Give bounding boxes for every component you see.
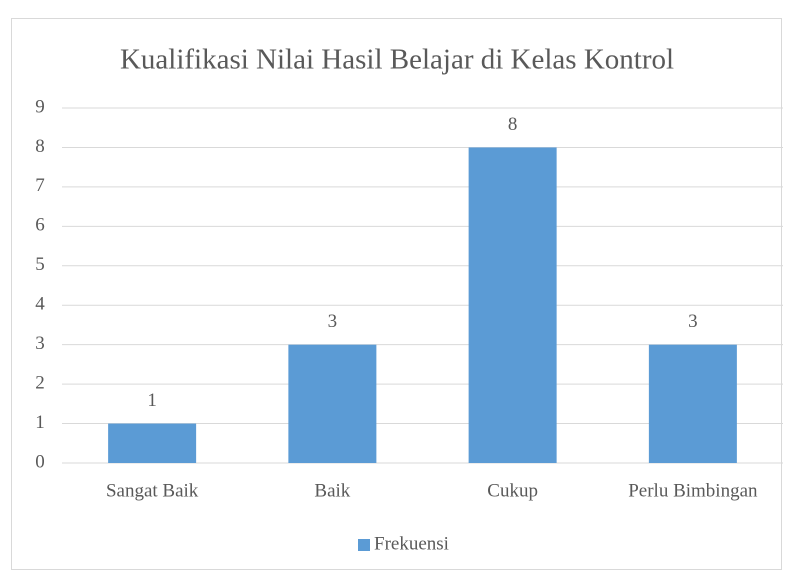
- y-tick-label: 9: [35, 96, 45, 117]
- y-tick-label: 1: [35, 412, 45, 433]
- data-label: 1: [147, 390, 157, 411]
- chart-border: [11, 18, 782, 570]
- y-tick-label: 7: [35, 175, 45, 196]
- x-tick-label: Baik: [314, 480, 350, 501]
- y-tick-label: 6: [35, 215, 45, 236]
- data-label: 8: [508, 114, 518, 135]
- y-tick-label: 3: [35, 333, 45, 354]
- y-tick-label: 8: [35, 136, 45, 157]
- bar: [468, 147, 557, 463]
- y-tick-label: 2: [35, 372, 45, 393]
- data-label: 3: [328, 311, 338, 332]
- data-label: 3: [688, 311, 698, 332]
- bar: [108, 423, 197, 463]
- y-tick-label: 4: [35, 294, 45, 315]
- x-tick-label: Cukup: [487, 480, 538, 501]
- x-tick-label: Sangat Baik: [106, 480, 199, 501]
- bar: [288, 344, 377, 463]
- x-tick-label: Perlu Bimbingan: [628, 480, 758, 501]
- chart-title: Kualifikasi Nilai Hasil Belajar di Kelas…: [120, 44, 674, 76]
- y-tick-label: 0: [35, 451, 45, 472]
- y-tick-label: 5: [35, 254, 45, 275]
- legend-swatch: [358, 539, 370, 551]
- legend-label: Frekuensi: [374, 533, 449, 554]
- bar: [648, 344, 737, 463]
